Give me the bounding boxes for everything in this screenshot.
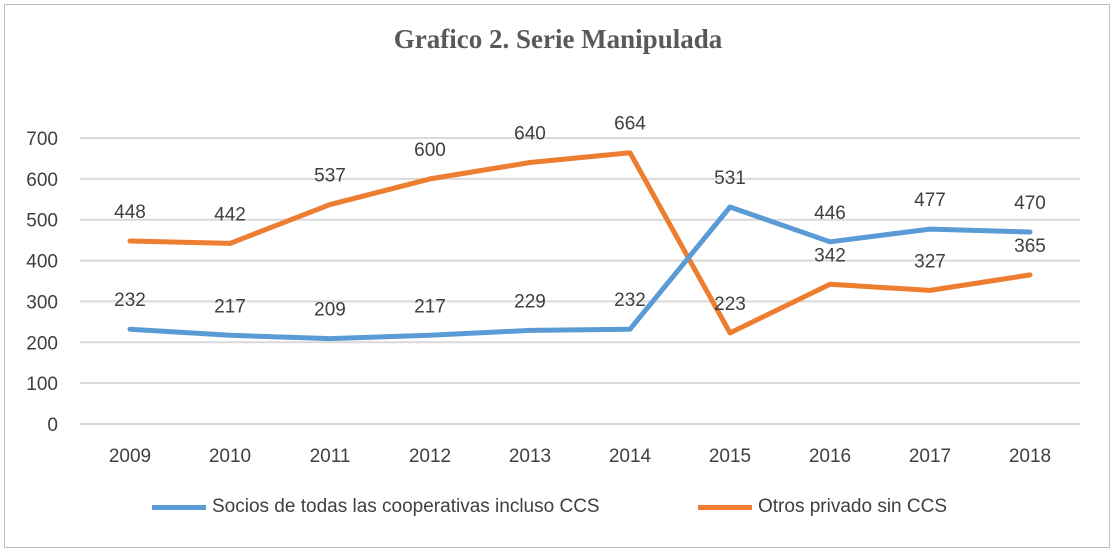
- data-label-series-2-2012: 600: [414, 140, 446, 161]
- data-label-series-2-2009: 448: [114, 202, 146, 223]
- series-line-1: [127, 204, 1033, 342]
- legend-swatch-series-1: [152, 504, 206, 510]
- y-tick-label-700: 700: [26, 129, 58, 150]
- y-tick-label-0: 0: [47, 415, 58, 436]
- chart-frame: [4, 4, 1110, 548]
- legend-label-series-1: Socios de todas las cooperativas incluso…: [212, 496, 600, 517]
- x-tick-label-2009: 2009: [109, 446, 151, 467]
- data-label-series-1-2010: 217: [214, 296, 246, 317]
- y-tick-label-200: 200: [26, 333, 58, 354]
- x-tick-label-2012: 2012: [409, 446, 451, 467]
- x-tick-label-2016: 2016: [809, 446, 851, 467]
- legend-item-series-1: Socios de todas las cooperativas incluso…: [152, 496, 600, 518]
- legend-item-series-2: Otros privado sin CCS: [698, 496, 947, 518]
- data-label-series-1-2016: 446: [814, 203, 846, 224]
- data-label-series-1-2017: 477: [914, 190, 946, 211]
- data-label-series-2-2014: 664: [614, 114, 646, 135]
- data-label-series-2-2017: 327: [914, 251, 946, 272]
- y-tick-label-500: 500: [26, 211, 58, 232]
- x-tick-label-2015: 2015: [709, 446, 751, 467]
- data-label-series-1-2018: 470: [1014, 193, 1046, 214]
- chart-legend: Socios de todas las cooperativas incluso…: [0, 496, 1116, 522]
- data-label-series-2-2010: 442: [214, 204, 246, 225]
- x-tick-label-2010: 2010: [209, 446, 251, 467]
- x-tick-label-2013: 2013: [509, 446, 551, 467]
- y-tick-label-600: 600: [26, 170, 58, 191]
- y-tick-label-300: 300: [26, 292, 58, 313]
- data-label-series-1-2014: 232: [614, 290, 646, 311]
- data-label-series-2-2016: 342: [814, 245, 846, 266]
- data-label-series-2-2015: 223: [714, 294, 746, 315]
- chart-title: Grafico 2. Serie Manipulada: [393, 24, 723, 54]
- data-label-series-1-2013: 229: [514, 291, 546, 312]
- data-label-series-2-2013: 640: [514, 124, 546, 145]
- data-label-series-1-2012: 217: [414, 296, 446, 317]
- data-label-series-2-2018: 365: [1014, 236, 1046, 257]
- y-tick-label-400: 400: [26, 252, 58, 273]
- x-tick-label-2017: 2017: [909, 446, 951, 467]
- series-line-2: [127, 150, 1033, 336]
- data-label-series-1-2015: 531: [714, 168, 746, 189]
- data-label-series-1-2009: 232: [114, 290, 146, 311]
- legend-label-series-2: Otros privado sin CCS: [758, 496, 948, 517]
- y-tick-label-100: 100: [26, 374, 58, 395]
- x-tick-label-2018: 2018: [1009, 446, 1051, 467]
- data-label-series-1-2011: 209: [314, 300, 346, 321]
- x-tick-label-2014: 2014: [609, 446, 652, 467]
- legend-swatch-series-2: [698, 504, 752, 510]
- x-tick-label-2011: 2011: [310, 446, 351, 467]
- data-label-series-2-2011: 537: [314, 166, 346, 187]
